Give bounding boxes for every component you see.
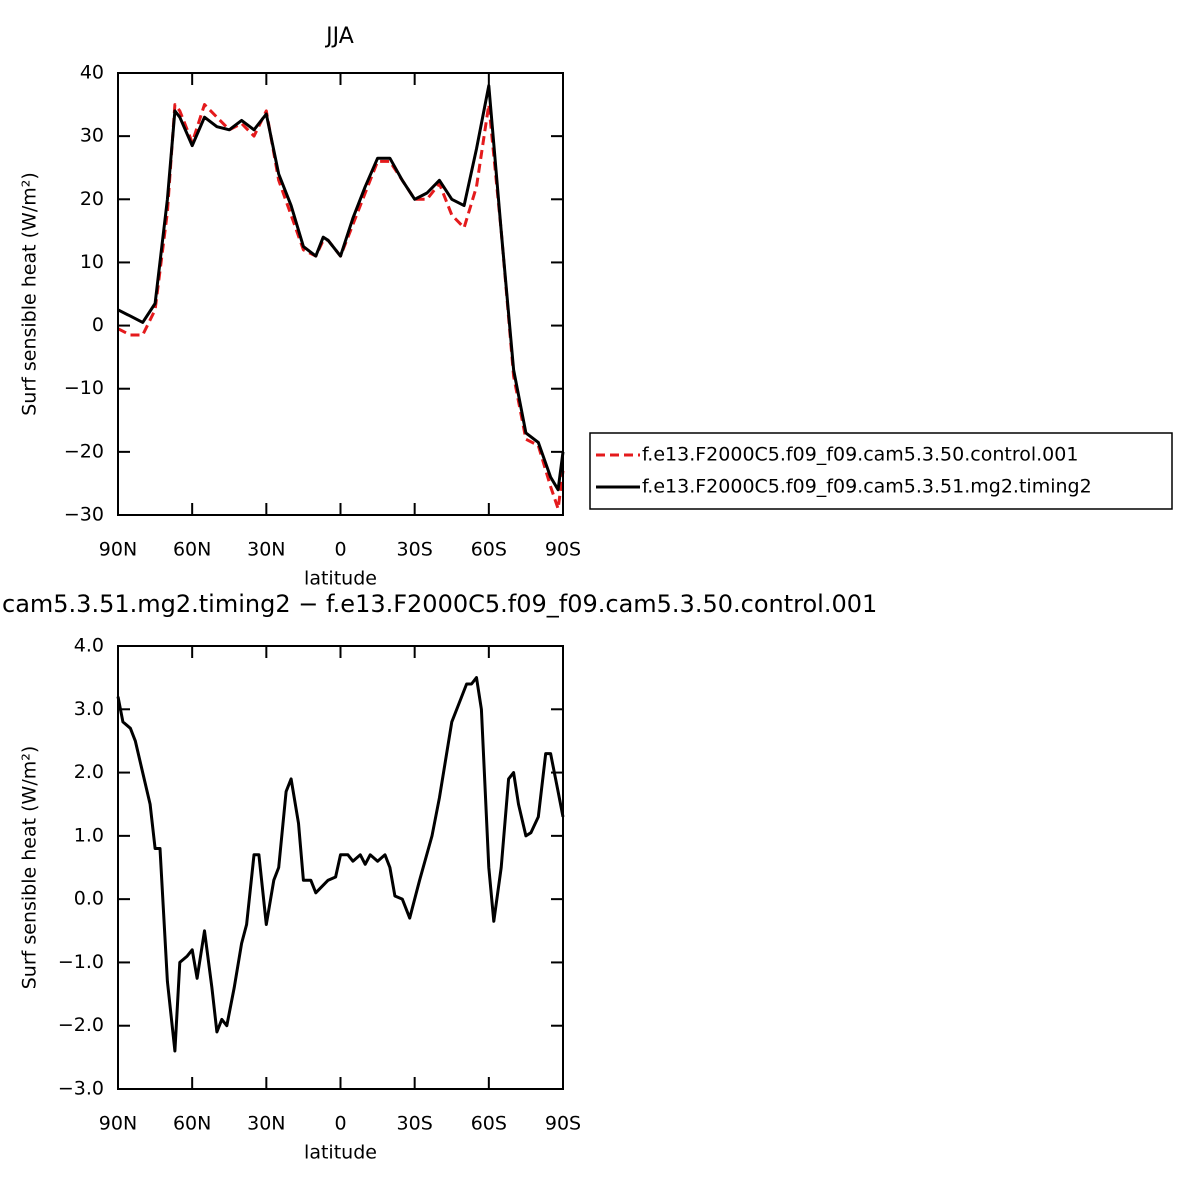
y-tick-label: −10 [64,377,104,399]
x-tick-label: 60S [471,539,507,561]
x-tick-label: 30N [247,1113,285,1135]
plot-frame [117,72,564,516]
y-tick-label: −1.0 [58,951,104,973]
x-tick-label: 0 [334,539,346,561]
y-tick-label: 3.0 [74,698,104,720]
y-tick-label: 2.0 [74,761,104,783]
y-tick-label: 0 [92,314,104,336]
data-line [117,84,565,492]
x-tick-label: 30N [247,539,285,561]
x-tick-label: 90S [545,1113,581,1135]
data-line [116,676,565,1053]
y-tick-label: 1.0 [74,824,104,846]
y-tick-label: −20 [64,440,104,462]
y-tick-label: −30 [64,504,104,526]
y-tick-label: 4.0 [74,635,104,657]
y-tick-label: −2.0 [58,1014,104,1036]
x-tick-label: 30S [397,539,433,561]
y-tick-label: 30 [80,125,104,147]
legend-box [589,432,1173,510]
chart-title: cam5.3.51.mg2.timing2 − f.e13.F2000C5.f0… [2,590,877,618]
x-tick-label: 30S [397,1113,433,1135]
legend-label: f.e13.F2000C5.f09_f09.cam5.3.50.control.… [642,444,1078,466]
y-tick-label: −3.0 [58,1078,104,1100]
x-tick-label: 0 [334,1113,346,1135]
y-tick-label: 10 [80,251,104,273]
x-tick-label: 90N [99,1113,137,1135]
x-axis-label: latitude [304,568,377,590]
y-tick-label: 40 [80,62,104,84]
chart-title: JJA [324,24,354,49]
x-tick-label: 90S [545,539,581,561]
x-tick-label: 60N [173,539,211,561]
y-axis-label: Surf sensible heat (W/m²) [19,172,41,416]
y-axis-label: Surf sensible heat (W/m²) [19,746,41,990]
x-axis-label: latitude [304,1142,377,1164]
plot-frame [117,645,564,1090]
legend-label: f.e13.F2000C5.f09_f09.cam5.3.51.mg2.timi… [642,476,1092,498]
y-tick-label: 0.0 [74,888,104,910]
y-tick-label: 20 [80,188,104,210]
x-tick-label: 90N [99,539,137,561]
x-tick-label: 60N [173,1113,211,1135]
x-tick-label: 60S [471,1113,507,1135]
